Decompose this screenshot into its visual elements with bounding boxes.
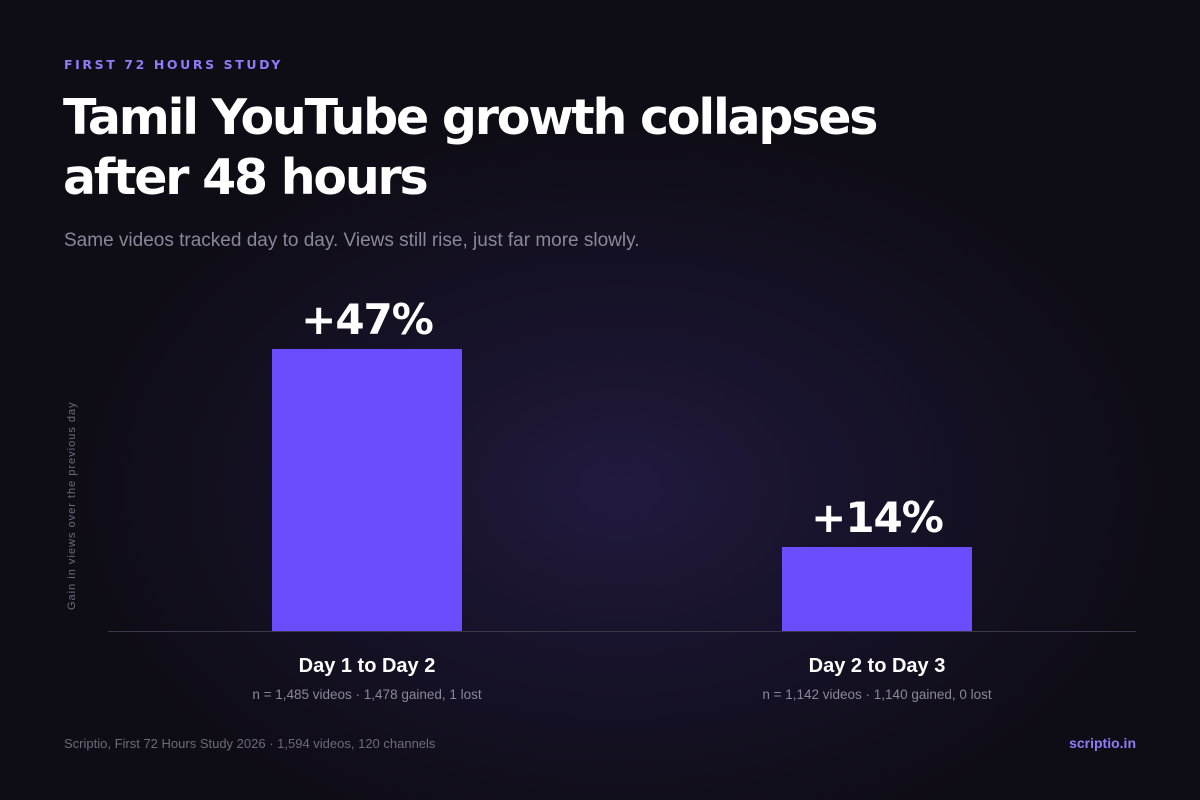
source-note: Scriptio, First 72 Hours Study 2026 · 1,… — [64, 736, 436, 751]
x-tick-label-1: Day 1 to Day 2 — [299, 655, 436, 677]
bar-value-label-2: +14% — [811, 493, 943, 542]
bar-value-label-1: +47% — [301, 295, 433, 344]
bar-1 — [272, 349, 462, 631]
sample-note-1: n = 1,485 videos · 1,478 gained, 1 lost — [252, 687, 482, 702]
brand-link[interactable]: scriptio.in — [1069, 735, 1136, 751]
x-tick-label-2: Day 2 to Day 3 — [809, 655, 946, 677]
eyebrow-label: FIRST 72 HOURS STUDY — [64, 57, 283, 72]
bar-2 — [782, 547, 972, 631]
chart-title: Tamil YouTube growth collapses after 48 … — [63, 89, 878, 206]
chart-subtitle: Same videos tracked day to day. Views st… — [64, 230, 640, 251]
sample-note-2: n = 1,142 videos · 1,140 gained, 0 lost — [762, 687, 992, 702]
